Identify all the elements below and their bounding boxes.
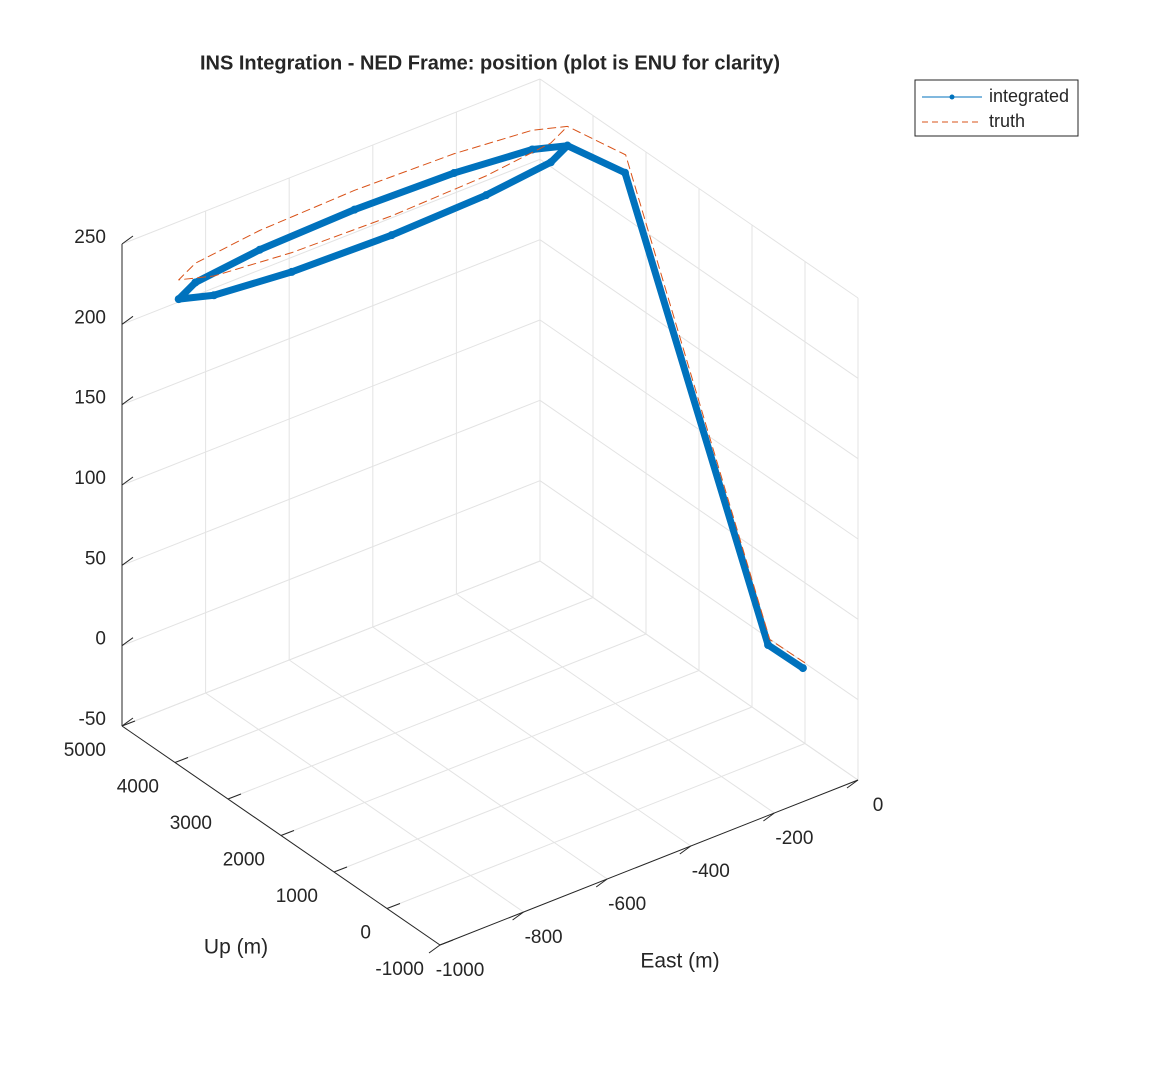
tick-mark	[121, 717, 134, 727]
series-marker	[287, 267, 296, 276]
grid-line	[121, 560, 541, 727]
z-tick-label: -50	[79, 709, 106, 730]
grid-line	[121, 78, 541, 245]
series-line	[178, 125, 806, 664]
z-tick-label: 100	[74, 468, 106, 489]
tick-mark	[386, 903, 401, 909]
grid-line	[539, 319, 859, 540]
grid-line	[121, 239, 541, 406]
tick-mark	[595, 878, 608, 888]
series-marker	[528, 145, 537, 154]
z-tick-label: 0	[95, 629, 106, 650]
series-marker	[255, 245, 264, 254]
grid-line	[539, 399, 859, 620]
tick-mark	[121, 476, 134, 486]
y-axis-label: Up (m)	[204, 936, 268, 959]
grid-line	[539, 78, 859, 299]
tick-mark	[333, 866, 348, 873]
tick-mark	[280, 830, 295, 836]
y-tick-label: 0	[360, 923, 371, 944]
grid-line	[121, 399, 541, 566]
grid-line	[539, 158, 859, 379]
series-marker	[563, 141, 572, 150]
grid-line	[539, 239, 859, 460]
tick-mark	[512, 911, 524, 921]
tick-mark	[846, 779, 859, 789]
series-marker	[621, 168, 630, 177]
x-tick-label: -200	[775, 828, 813, 849]
chart-title: INS Integration - NED Frame: position (p…	[200, 52, 780, 74]
series-marker	[449, 169, 458, 178]
x-tick-label: -800	[525, 927, 563, 948]
x-tick-label: 0	[873, 795, 884, 816]
grid-line	[121, 480, 541, 647]
tick-mark	[121, 235, 134, 245]
grid-line	[280, 670, 700, 836]
legend-label: truth	[989, 111, 1025, 131]
series-marker	[350, 205, 359, 214]
tick-mark	[679, 845, 692, 855]
z-tick-label: 150	[74, 388, 106, 409]
series-marker	[546, 158, 555, 167]
tick-mark	[121, 315, 134, 325]
z-tick-label: 200	[74, 307, 106, 328]
y-tick-label: 2000	[223, 850, 265, 871]
legend-marker	[949, 94, 955, 100]
legend-label: integrated	[989, 86, 1069, 106]
series-marker	[387, 231, 396, 240]
x-tick-label: -400	[692, 861, 730, 882]
series-marker	[191, 278, 200, 287]
y-tick-label: 1000	[276, 886, 318, 907]
series-line	[175, 142, 807, 672]
tick-mark	[439, 939, 454, 946]
y-tick-label: 3000	[170, 813, 212, 834]
x-tick-label: -1000	[436, 960, 485, 981]
y-tick-label: 4000	[117, 777, 159, 798]
tick-mark	[121, 637, 134, 647]
grid-line	[539, 560, 859, 781]
tick-mark	[227, 793, 242, 800]
series-marker	[482, 191, 491, 200]
tick-mark	[763, 812, 775, 822]
series-marker	[764, 641, 773, 650]
legend-box	[914, 79, 1079, 137]
tick-mark	[121, 556, 134, 566]
x-tick-label: -600	[608, 894, 646, 915]
grid-line	[539, 480, 859, 701]
y-tick-label: -1000	[375, 959, 424, 980]
axis-line	[439, 779, 859, 946]
tick-mark	[121, 720, 136, 727]
series-marker	[798, 664, 807, 673]
grid-line	[174, 597, 594, 763]
x-axis-label: East (m)	[640, 950, 719, 973]
grid-line	[121, 319, 541, 486]
z-tick-label: 50	[85, 548, 106, 569]
tick-mark	[428, 944, 441, 954]
series-marker	[209, 291, 218, 300]
grid-line	[227, 633, 647, 800]
tick-mark	[174, 757, 189, 763]
grid-line	[333, 706, 753, 873]
z-tick-label: 250	[74, 227, 106, 248]
grid-line	[386, 743, 806, 909]
y-tick-label: 5000	[64, 740, 106, 761]
tick-mark	[121, 396, 134, 406]
series-marker	[174, 295, 183, 304]
